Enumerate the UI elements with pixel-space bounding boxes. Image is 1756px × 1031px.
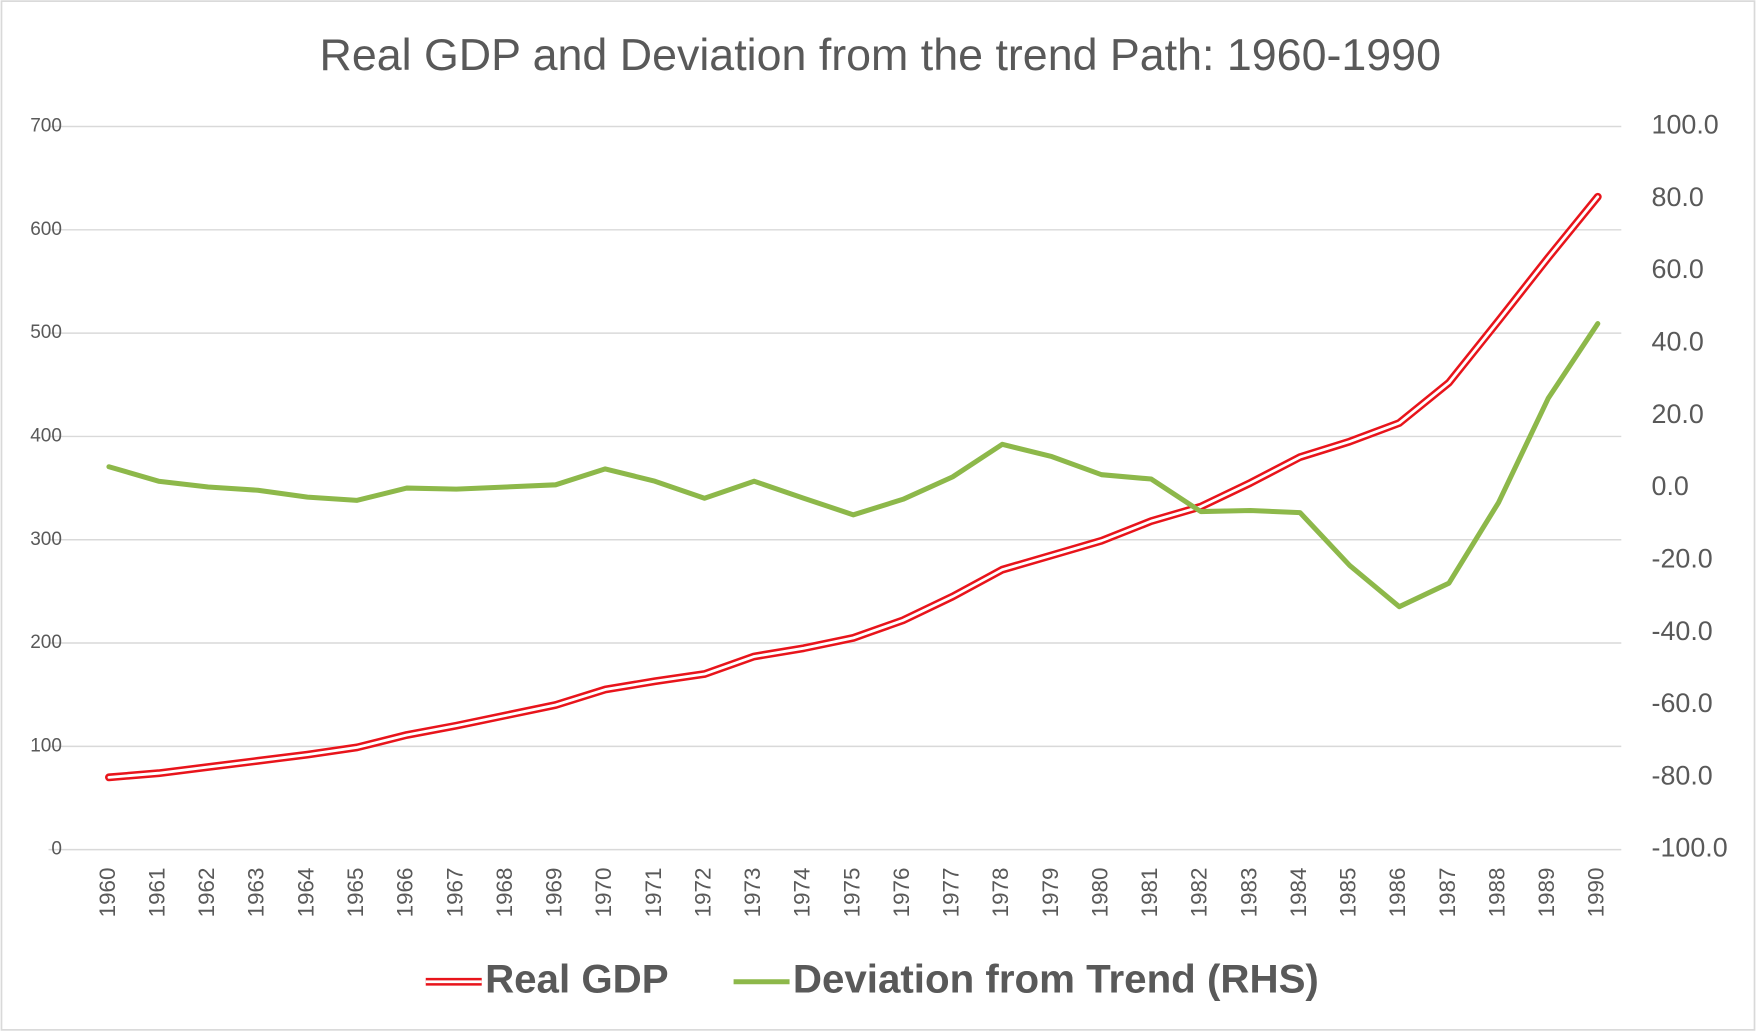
x-tick-label: 1990 [1584,868,1609,918]
x-tick-label: 1969 [542,868,567,918]
x-tick-label: 1976 [889,868,914,918]
x-tick-label: 1983 [1236,868,1261,918]
x-tick-label: 1979 [1038,868,1063,918]
x-tick-label: 1977 [939,868,964,918]
x-tick-label: 1986 [1385,868,1410,918]
x-tick-label: 1961 [144,868,169,918]
y2-tick-label: 20.0 [1652,399,1704,429]
x-tick-label: 1967 [442,868,467,918]
y-tick-label: 500 [30,322,62,343]
x-tick-label: 1981 [1137,868,1162,918]
x-tick-label: 1974 [790,868,815,918]
x-tick-label: 1973 [740,868,765,918]
y-tick-label: 0 [51,839,62,860]
x-tick-label: 1960 [95,868,120,918]
x-tick-label: 1985 [1336,868,1361,918]
legend-label: Deviation from Trend (RHS) [793,956,1319,1001]
y2-tick-label: 0.0 [1652,471,1689,501]
y-tick-label: 300 [30,529,62,550]
x-tick-label: 1984 [1286,868,1311,918]
x-tick-label: 1987 [1435,868,1460,918]
legend-label: Real GDP [485,956,669,1001]
x-tick-label: 1980 [1087,868,1112,918]
x-tick-label: 1978 [988,868,1013,918]
x-tick-label: 1975 [839,868,864,918]
y2-tick-label: 100.0 [1652,110,1719,140]
x-tick-label: 1966 [393,868,418,918]
y2-tick-label: -60.0 [1652,688,1713,718]
y2-tick-label: 40.0 [1652,327,1704,357]
y2-tick-label: -100.0 [1652,833,1728,863]
y2-tick-label: -20.0 [1652,543,1713,573]
x-tick-label: 1962 [194,868,219,918]
x-tick-label: 1971 [641,868,666,918]
x-tick-label: 1965 [343,868,368,918]
x-tick-label: 1982 [1187,868,1212,918]
y-tick-label: 700 [30,116,62,137]
series-line-inner [107,195,1600,779]
y-tick-label: 400 [30,425,62,446]
y2-tick-label: -40.0 [1652,616,1713,646]
x-tick-label: 1972 [690,868,715,918]
y2-tick-label: -80.0 [1652,760,1713,790]
series-line [106,321,1601,610]
x-tick-label: 1963 [244,868,269,918]
y-tick-label: 600 [30,219,62,240]
y-tick-label: 100 [30,735,62,756]
x-tick-label: 1968 [492,868,517,918]
x-tick-label: 1964 [293,868,318,918]
y-tick-label: 200 [30,632,62,653]
x-tick-label: 1989 [1534,868,1559,918]
x-tick-label: 1970 [591,868,616,918]
chart-title: Real GDP and Deviation from the trend Pa… [319,30,1440,80]
y2-tick-label: 60.0 [1652,254,1704,284]
x-tick-label: 1988 [1484,868,1509,918]
y2-tick-label: 80.0 [1652,182,1704,212]
